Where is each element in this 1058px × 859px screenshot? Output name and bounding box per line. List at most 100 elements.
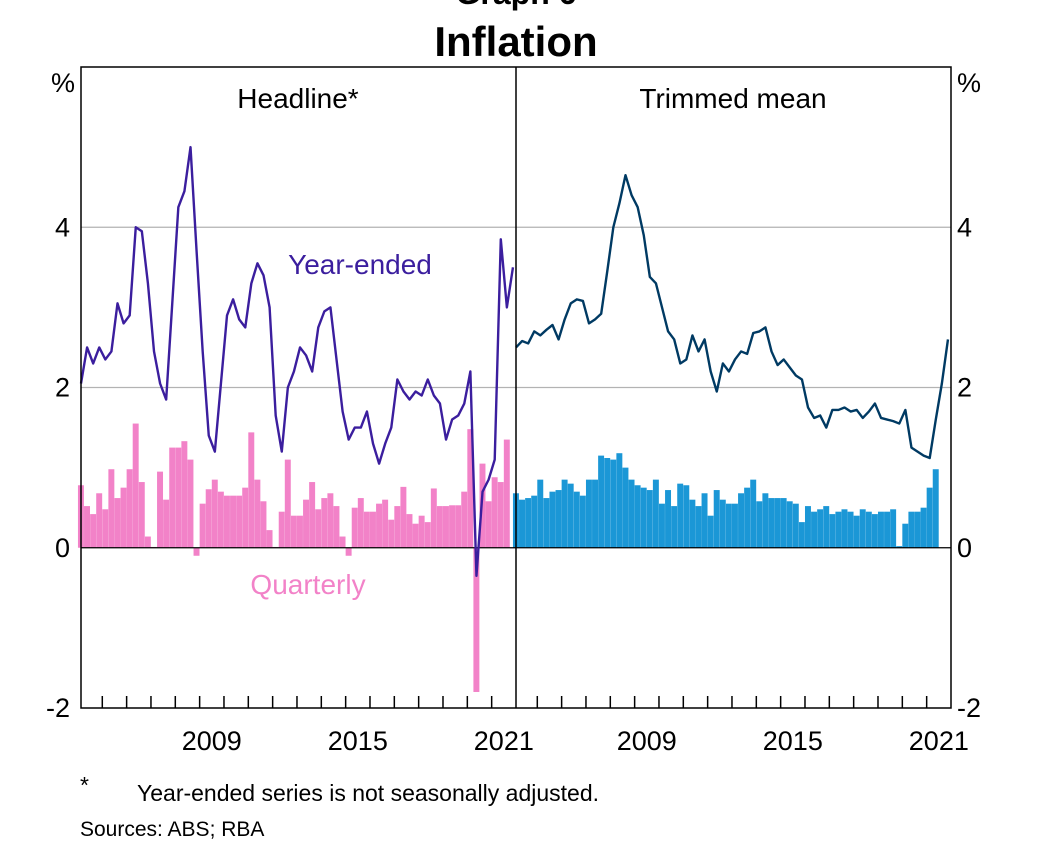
headline-quarterly-bar: [449, 505, 456, 548]
x-tick-labels: 2009 2015 2021 2009 2015 2021: [182, 726, 969, 756]
y-tick-right-0: 0: [957, 533, 972, 563]
trimmed-mean-quarterly-bar: [774, 498, 781, 548]
trimmed-mean-x-label-2015: 2015: [763, 726, 823, 756]
trimmed-mean-quarterly-bar: [622, 467, 629, 548]
trimmed-mean-quarterly-bar: [665, 490, 672, 548]
headline-quarterly-bar: [126, 469, 133, 548]
trimmed-mean-quarterly-bar: [561, 479, 568, 548]
headline-quarterly-bar: [321, 498, 328, 548]
trimmed-mean-quarterly-bar: [823, 506, 830, 548]
headline-quarterly-bar: [400, 486, 407, 548]
trimmed-mean-quarterly-bar: [689, 499, 696, 548]
headline-quarterly-bar: [351, 507, 358, 548]
trimmed-mean-quarterly-bar: [652, 479, 659, 548]
headline-quarterly-bar: [333, 506, 340, 548]
y-unit-right: %: [957, 68, 981, 98]
y-tick-left-4: 4: [55, 212, 70, 242]
headline-quarterly-bar: [278, 511, 285, 548]
trimmed-mean-quarterly-bar: [525, 498, 532, 548]
trimmed-mean-quarterly-bar: [531, 495, 538, 548]
headline-quarterly-bar: [108, 469, 115, 548]
trimmed-mean-quarterly-bar: [634, 485, 641, 548]
quarterly-bars: [77, 423, 939, 692]
headline-quarterly-bar: [382, 499, 389, 548]
headline-quarterly-bar: [363, 511, 370, 548]
trimmed-mean-quarterly-bar: [877, 511, 884, 548]
headline-quarterly-bar: [473, 547, 480, 692]
trimmed-mean-quarterly-bar: [792, 503, 799, 548]
trimmed-mean-quarterly-bar: [835, 511, 842, 548]
y-tick-left-2: 2: [55, 373, 70, 403]
chart-title: Inflation: [434, 18, 597, 65]
trimmed-mean-quarterly-bar: [798, 522, 805, 548]
trimmed-mean-quarterly-bar: [573, 491, 580, 548]
trimmed-mean-quarterly-bar: [744, 487, 751, 548]
y-tick-left--2: -2: [46, 693, 70, 723]
trimmed-mean-quarterly-bar: [890, 509, 897, 548]
trimmed-mean-quarterly-bar: [519, 499, 525, 548]
headline-quarterly-bar: [461, 491, 468, 548]
headline-quarterly-bar: [467, 429, 474, 548]
trimmed-mean-quarterly-bar: [841, 509, 848, 548]
headline-quarterly-bar: [84, 506, 90, 548]
trimmed-mean-quarterly-bar: [701, 493, 708, 548]
trimmed-mean-quarterly-bar: [640, 487, 647, 548]
headline-quarterly-bar: [406, 514, 413, 548]
headline-quarterly-bar: [394, 506, 401, 548]
trimmed-mean-quarterly-bar: [804, 506, 811, 548]
y-tick-labels: -2 -2 0 0 2 2 4 4: [46, 212, 981, 723]
trimmed-mean-quarterly-bar: [555, 490, 562, 548]
trimmed-mean-quarterly-bar: [768, 498, 775, 548]
headline-quarterly-bar: [430, 488, 437, 548]
trimmed-mean-quarterly-bar: [920, 507, 927, 548]
headline-quarterly-bar: [418, 515, 425, 548]
headline-quarterly-bar: [424, 522, 431, 548]
headline-quarterly-bar: [138, 482, 145, 548]
headline-quarterly-bar: [96, 493, 103, 548]
headline-quarterly-bar: [260, 501, 267, 548]
trimmed-mean-quarterly-bar: [683, 485, 690, 548]
trimmed-mean-quarterly-bar: [677, 483, 684, 548]
trimmed-mean-quarterly-bar: [543, 498, 550, 548]
y-tick-left-0: 0: [55, 533, 70, 563]
trimmed-mean-quarterly-bar: [780, 498, 787, 548]
trimmed-mean-quarterly-bar: [725, 503, 732, 548]
headline-quarterly-bar: [327, 493, 334, 548]
sources: Sources: ABS; RBA: [80, 818, 265, 841]
headline-quarterly-bar: [163, 499, 170, 548]
headline-quarterly-bar: [132, 423, 139, 548]
headline-quarterly-bar: [266, 530, 273, 548]
headline-quarterly-bar: [303, 499, 310, 548]
trimmed-mean-quarterly-bar: [750, 479, 757, 548]
headline-quarterly-bar: [205, 489, 212, 548]
trimmed-mean-quarterly-bar: [859, 509, 866, 548]
trimmed-mean-quarterly-bar: [713, 490, 720, 548]
headline-quarterly-bar: [309, 482, 316, 548]
headline-quarterly-bar: [236, 495, 243, 548]
trimmed-mean-quarterly-bar: [731, 503, 738, 548]
trimmed-mean-quarterly-bar: [847, 511, 854, 548]
headline-quarterly-bar: [254, 479, 261, 548]
headline-quarterly-bar: [296, 515, 303, 548]
trimmed-mean-quarterly-bar: [671, 506, 678, 548]
headline-quarterly-bar: [181, 441, 188, 548]
y-tick-right-4: 4: [957, 212, 972, 242]
headline-quarterly-bar: [120, 487, 127, 548]
trimmed-mean-quarterly-bar: [549, 491, 556, 548]
headline-quarterly-bar: [290, 515, 297, 548]
headline-year-ended-line: [79, 145, 515, 577]
trimmed-mean-x-label-2009: 2009: [617, 726, 677, 756]
trimmed-mean-quarterly-bar: [567, 483, 574, 548]
trimmed-mean-quarterly-bar: [604, 458, 611, 548]
quarterly-label: Quarterly: [250, 569, 365, 600]
headline-quarterly-bar: [339, 536, 346, 548]
headline-quarterly-bar: [412, 523, 419, 548]
trimmed-mean-quarterly-bar: [598, 455, 605, 548]
chart-supertitle: Graph 6: [456, 0, 577, 11]
trimmed-mean-quarterly-bar: [579, 495, 586, 548]
headline-quarterly-bar: [223, 495, 230, 548]
headline-quarterly-bar: [442, 506, 449, 548]
headline-quarterly-bar: [376, 503, 383, 548]
trimmed-mean-quarterly-bar: [817, 509, 824, 548]
